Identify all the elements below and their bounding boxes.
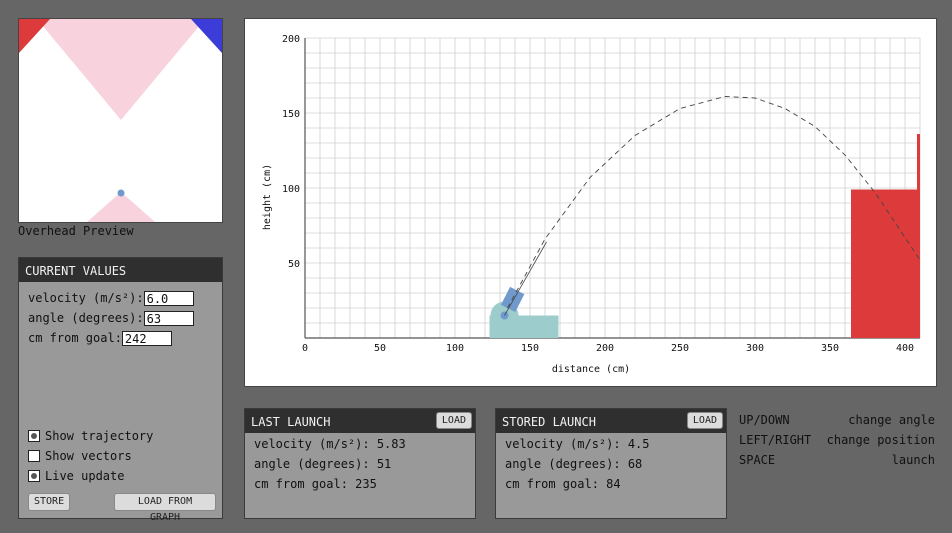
goal-row: cm from goal: bbox=[28, 331, 172, 346]
last-launch-header: LAST LAUNCH LOAD bbox=[245, 409, 475, 433]
live-update-checkbox[interactable] bbox=[28, 470, 40, 482]
angle-input[interactable] bbox=[143, 311, 194, 326]
goal-block bbox=[851, 189, 920, 338]
trajectory-chart: 0 50 100 150 200 250 300 350 400 50 100 150 200 dist… bbox=[262, 34, 921, 375]
load-from-graph-button[interactable]: LOAD FROM GRAPH bbox=[114, 493, 216, 523]
chart-grid bbox=[304, 37, 921, 339]
stored-launch-header: STORED LAUNCH LOAD bbox=[496, 409, 726, 433]
y-axis-label: height (cm) bbox=[262, 164, 273, 230]
stored-launch-panel: STORED LAUNCH LOAD velocity (m/s²): 4.5 … bbox=[495, 408, 727, 519]
trajectory-graph[interactable]: 0 50 100 150 200 250 300 350 400 50 100 150 200 dist… bbox=[244, 18, 937, 387]
angle-label: angle (degrees): bbox=[28, 311, 144, 325]
y-tick-label: 200 bbox=[282, 34, 300, 45]
last-goal: cm from goal: 235 bbox=[254, 477, 377, 491]
x-tick-label: 150 bbox=[521, 343, 539, 354]
goal-label: cm from goal: bbox=[28, 331, 122, 345]
x-tick-label: 50 bbox=[374, 343, 386, 354]
x-tick-label: 250 bbox=[671, 343, 689, 354]
current-values-panel: CURRENT VALUES velocity (m/s²): angle (d… bbox=[18, 257, 223, 523]
live-update-toggle[interactable]: Live update bbox=[28, 469, 124, 483]
overhead-preview-canvas bbox=[19, 19, 222, 222]
show-trajectory-checkbox[interactable] bbox=[28, 430, 40, 442]
key-up-down-desc: change angle bbox=[848, 413, 935, 427]
last-angle: angle (degrees): 51 bbox=[254, 457, 392, 471]
store-button[interactable]: STORE bbox=[28, 493, 70, 511]
launcher-barrel bbox=[501, 286, 525, 313]
goal-input[interactable] bbox=[121, 331, 172, 346]
last-velocity: velocity (m/s²): 5.83 bbox=[254, 437, 406, 451]
live-update-label: Live update bbox=[45, 469, 125, 483]
preview-label: Overhead Preview bbox=[18, 224, 134, 238]
stored-goal: cm from goal: 84 bbox=[505, 477, 621, 491]
chart-marks bbox=[489, 96, 921, 338]
y-tick-label: 50 bbox=[288, 259, 300, 270]
x-tick-label: 350 bbox=[821, 343, 839, 354]
x-tick-label: 100 bbox=[446, 343, 464, 354]
x-axis-label: distance (cm) bbox=[552, 364, 630, 375]
chart-ticks: 0 50 100 150 200 250 300 350 400 50 100 150 200 bbox=[282, 34, 914, 354]
aim-line bbox=[504, 241, 547, 316]
preview-launch-zone bbox=[87, 192, 155, 222]
preview-goal-zone bbox=[37, 19, 205, 120]
velocity-row: velocity (m/s²): bbox=[28, 291, 194, 306]
key-space: SPACE bbox=[739, 453, 776, 467]
key-left-right-desc: change position bbox=[826, 433, 935, 447]
overhead-preview bbox=[18, 18, 223, 223]
show-vectors-checkbox[interactable] bbox=[28, 450, 40, 462]
show-vectors-label: Show vectors bbox=[45, 449, 132, 463]
key-up-down: UP/DOWN bbox=[739, 413, 790, 427]
y-tick-label: 100 bbox=[282, 184, 300, 195]
trajectory-line bbox=[507, 96, 921, 309]
last-launch-panel: LAST LAUNCH LOAD velocity (m/s²): 5.83 a… bbox=[244, 408, 476, 519]
key-space-desc: launch bbox=[891, 453, 935, 467]
show-trajectory-toggle[interactable]: Show trajectory bbox=[28, 429, 153, 443]
preview-right-corner bbox=[191, 19, 222, 53]
stored-launch-title: STORED LAUNCH bbox=[502, 415, 596, 429]
stored-launch-load-button[interactable]: LOAD bbox=[686, 412, 723, 429]
stored-angle: angle (degrees): 68 bbox=[505, 457, 643, 471]
last-launch-load-button[interactable]: LOAD bbox=[435, 412, 472, 429]
x-tick-label: 0 bbox=[302, 343, 308, 354]
show-trajectory-label: Show trajectory bbox=[45, 429, 154, 443]
preview-launcher-dot bbox=[117, 189, 125, 197]
x-tick-label: 200 bbox=[596, 343, 614, 354]
x-tick-label: 300 bbox=[746, 343, 764, 354]
x-tick-label: 400 bbox=[896, 343, 914, 354]
velocity-input[interactable] bbox=[143, 291, 194, 306]
show-vectors-toggle[interactable]: Show vectors bbox=[28, 449, 132, 463]
current-values-title: CURRENT VALUES bbox=[19, 258, 222, 282]
angle-row: angle (degrees): bbox=[28, 311, 194, 326]
stored-velocity: velocity (m/s²): 4.5 bbox=[505, 437, 650, 451]
key-left-right: LEFT/RIGHT bbox=[739, 433, 812, 447]
preview-left-corner bbox=[19, 19, 50, 53]
goal-post bbox=[917, 134, 920, 338]
velocity-label: velocity (m/s²): bbox=[28, 291, 144, 305]
last-launch-title: LAST LAUNCH bbox=[251, 415, 331, 429]
y-tick-label: 150 bbox=[282, 109, 300, 120]
